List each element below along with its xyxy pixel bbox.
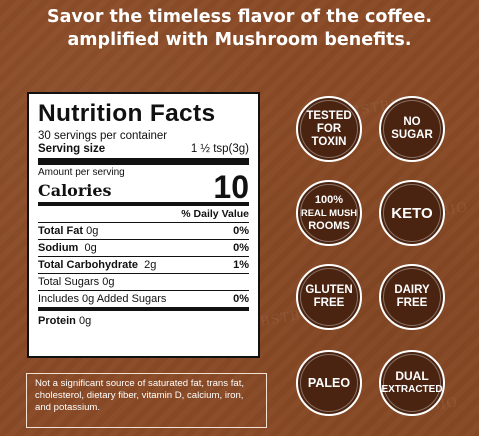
nutrient-row-total-fat: Total Fat 0g 0% — [38, 223, 249, 239]
nutrition-facts-panel: Nutrition Facts 30 servings per containe… — [27, 92, 260, 358]
headline-line-1: Savor the timeless flavor of the coffee. — [46, 7, 433, 27]
badge-real-mushrooms: 100% REAL MUSH ROOMS — [296, 180, 362, 246]
serving-size-label: Serving size — [38, 143, 106, 155]
badge-tested-for-toxin: TESTED FOR TOXIN — [296, 96, 362, 162]
calories-label: Calories — [38, 181, 112, 200]
nutrient-label: Total Sugars 0g — [38, 276, 115, 288]
calories-row: Calories 10 — [38, 169, 249, 205]
divider — [38, 307, 249, 311]
nutrient-label: Sodium — [38, 242, 79, 254]
headline-line-2: amplified with Mushroom benefits. — [67, 30, 412, 50]
servings-per-container: 30 servings per container — [38, 130, 168, 142]
nutrient-amount: 2g — [144, 259, 157, 271]
serving-size-row: Serving size 1 ½ tsp(3g) — [38, 143, 249, 155]
nutrient-row-total-sugars: Total Sugars 0g — [38, 274, 249, 290]
badge-no-sugar: NO SUGAR — [379, 96, 445, 162]
headline: Savor the timeless flavor of the coffee.… — [0, 6, 479, 52]
badge-gluten-free: GLUTEN FREE — [296, 264, 362, 330]
badge-keto: KETO — [379, 180, 445, 246]
divider — [38, 239, 249, 240]
divider — [38, 256, 249, 257]
nutrient-amount: 0g — [86, 225, 99, 237]
divider — [38, 222, 249, 223]
nutrient-row-protein: Protein 0g — [38, 311, 249, 329]
nutrient-row-total-carbohydrate: Total Carbohydrate 2g 1% — [38, 257, 249, 273]
nutrient-amount: 0g — [78, 315, 92, 327]
nutrient-dv: 1% — [233, 259, 249, 271]
divider — [38, 273, 249, 274]
nutrient-row-added-sugars: Includes 0g Added Sugars 0% — [38, 291, 249, 307]
badge-paleo: PALEO — [296, 350, 362, 416]
divider — [38, 158, 249, 165]
nutrient-dv: 0% — [233, 225, 249, 237]
badge-dual-extracted: DUAL EXTRACTED — [379, 350, 445, 416]
footnote-box: Not a significant source of saturated fa… — [26, 373, 267, 428]
amount-per-serving: Amount per serving — [38, 167, 125, 178]
daily-value-header: % Daily Value — [181, 208, 249, 220]
nutrient-label: Total Fat — [38, 225, 84, 237]
badge-dairy-free: DAIRY FREE — [379, 264, 445, 330]
divider — [38, 202, 249, 206]
divider — [38, 290, 249, 291]
nutrient-label: Includes 0g Added Sugars — [38, 293, 167, 305]
nutrition-facts-title: Nutrition Facts — [38, 100, 216, 127]
nutrient-amount: 0g — [84, 242, 97, 254]
calories-value: 10 — [213, 169, 249, 205]
nutrient-label: Protein — [38, 315, 76, 327]
nutrient-dv: 0% — [233, 293, 249, 305]
nutrient-row-sodium: Sodium 0g 0% — [38, 240, 249, 256]
nutrient-label: Total Carbohydrate — [38, 259, 139, 271]
serving-size-value: 1 ½ tsp(3g) — [190, 143, 249, 155]
nutrient-dv: 0% — [233, 242, 249, 254]
